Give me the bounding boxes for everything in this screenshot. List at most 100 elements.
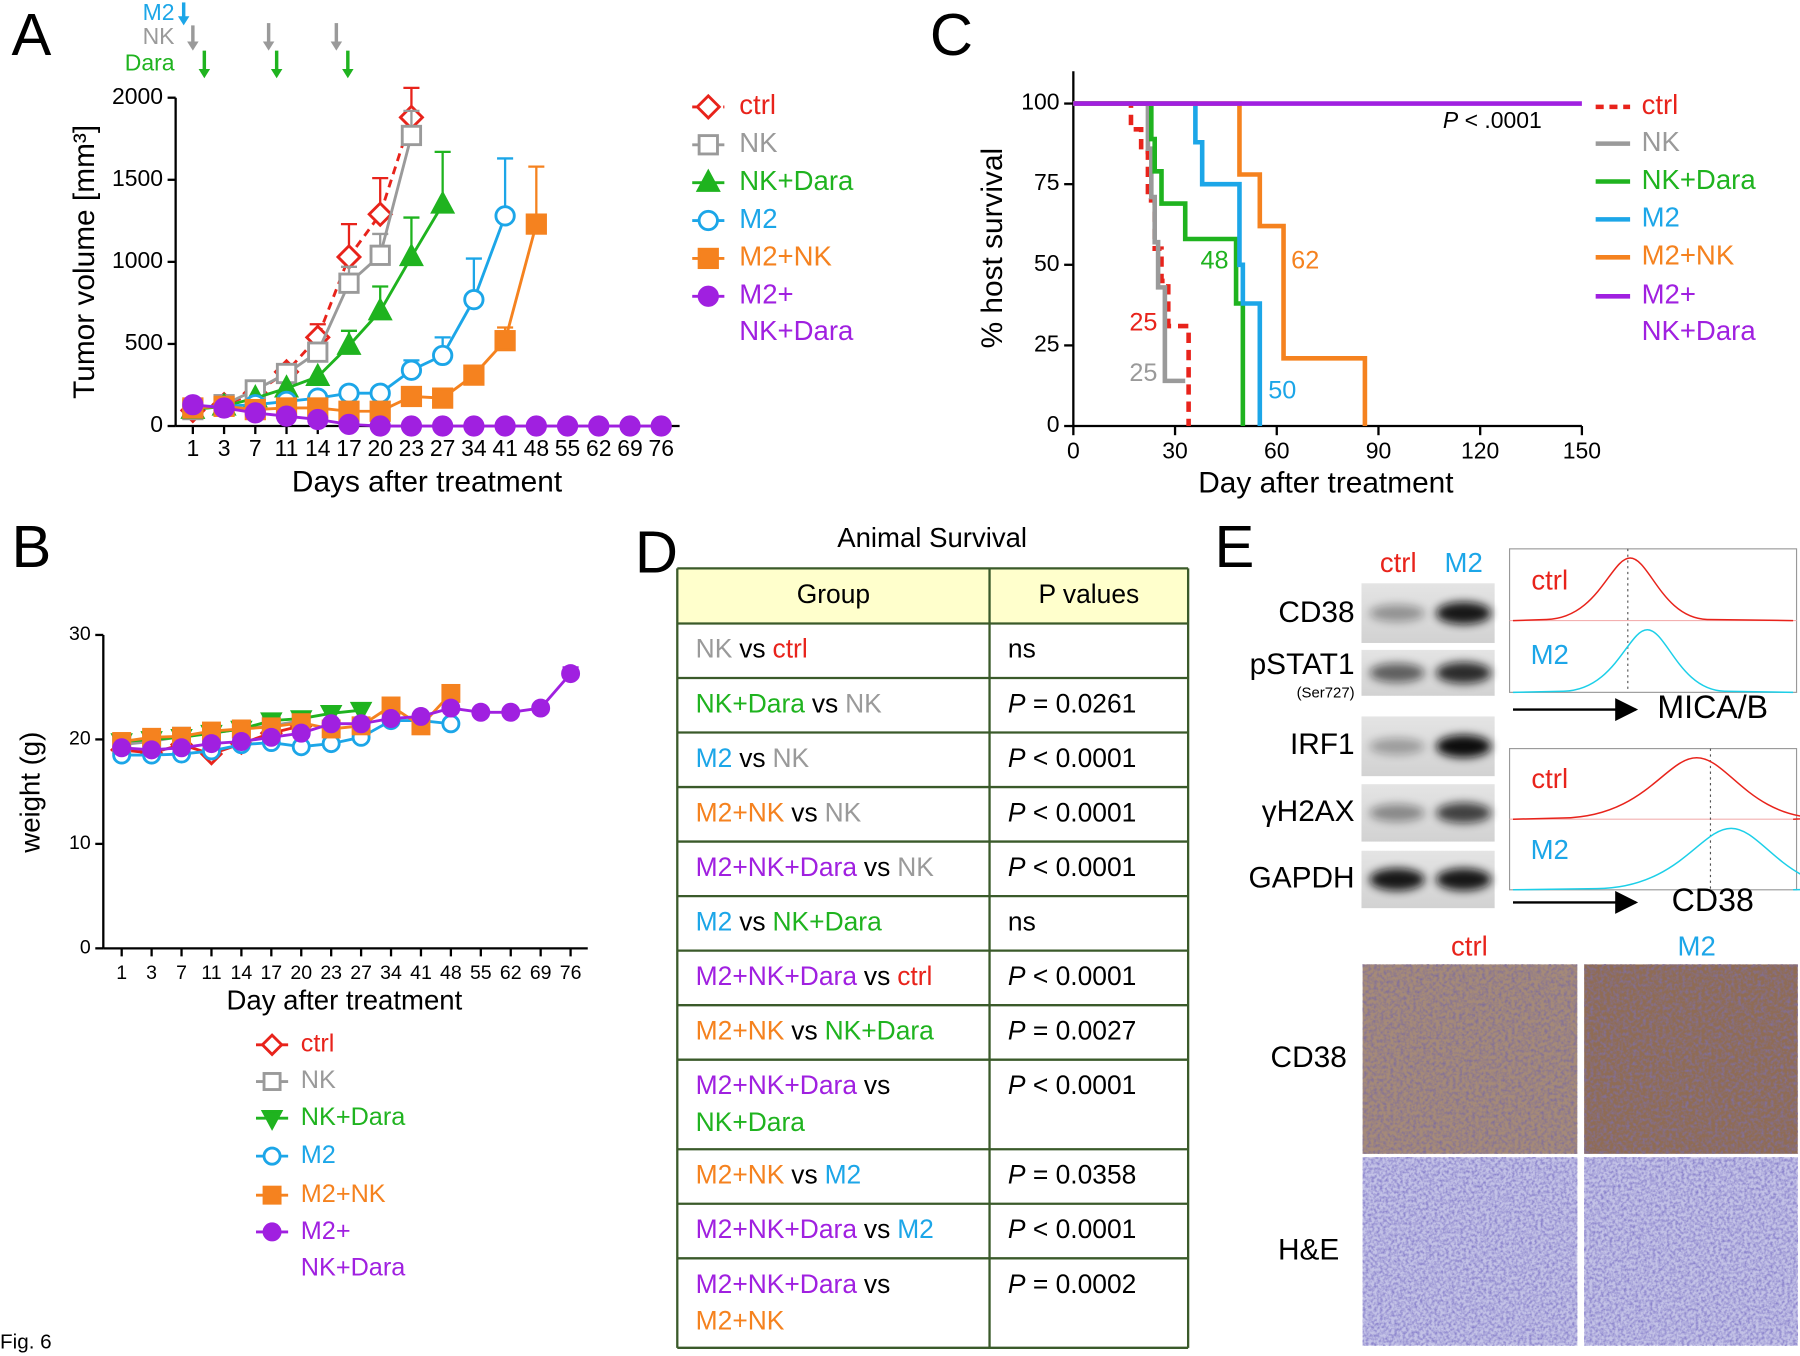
legend-label: M2	[1642, 202, 1680, 233]
y-axis-label: weight (g)	[14, 732, 45, 854]
group-cell: M2+NK vs NK+Dara	[696, 1015, 934, 1045]
italic-p: P	[1008, 743, 1026, 773]
treatment-arrow-head	[262, 41, 275, 51]
y-tick-label: 1000	[112, 247, 163, 273]
italic-p: P	[1008, 961, 1026, 991]
data-point	[588, 415, 610, 437]
blot-band	[1369, 738, 1425, 755]
y-tick-label: 0	[1047, 411, 1060, 437]
blot-band	[1436, 734, 1492, 758]
x-axis-label: Day after treatment	[226, 985, 462, 1016]
x-tick-label: 69	[617, 435, 643, 461]
flow-sample-label: ctrl	[1531, 564, 1568, 595]
legend-marker	[695, 168, 721, 192]
data-point	[400, 385, 423, 408]
data-point	[525, 415, 547, 437]
data-point	[321, 714, 341, 734]
italic-p: P	[1008, 1214, 1026, 1244]
data-point	[172, 738, 192, 758]
x-tick-label: 14	[231, 962, 253, 984]
legend-marker	[260, 1109, 284, 1131]
x-tick-label: 7	[249, 435, 262, 461]
panel-label: A	[11, 1, 51, 68]
data-point	[307, 341, 329, 363]
x-tick-label: 55	[470, 962, 492, 984]
p-cell: P < 0.0001	[1008, 852, 1136, 882]
group-token: M2+NK+Dara	[696, 1070, 858, 1100]
legend-label: ctrl	[739, 89, 776, 120]
p-rest: = 0.0002	[1026, 1269, 1137, 1299]
x-tick-label: 90	[1366, 437, 1392, 463]
blot-row-note: (Ser727)	[1297, 684, 1355, 701]
group-token: vs	[739, 634, 765, 664]
data-point	[201, 734, 221, 754]
ihc-texture	[1362, 1157, 1578, 1346]
ihc-column-label: ctrl	[1451, 931, 1488, 962]
x-tick-label: 62	[586, 435, 612, 461]
blot-band	[1436, 868, 1492, 891]
x-tick-label: 34	[461, 435, 487, 461]
data-point	[400, 124, 423, 147]
p-rest: < 0.0001	[1026, 797, 1137, 827]
x-tick-label: 41	[492, 435, 518, 461]
data-point	[213, 397, 235, 419]
data-point	[291, 723, 311, 743]
group-cell: M2 vs NK+Dara	[696, 906, 882, 936]
p-rest: = 0.0358	[1026, 1159, 1137, 1189]
series-line	[192, 223, 538, 413]
group-token: NK	[825, 797, 862, 827]
x-tick-label: 76	[560, 962, 582, 984]
name-part: M2+	[739, 279, 793, 310]
flow-sample-label: M2	[1531, 834, 1569, 865]
group-token: NK+Dara	[696, 1107, 806, 1137]
data-point	[398, 242, 424, 267]
treatment-label: Dara	[125, 49, 175, 75]
panel-label: B	[11, 513, 51, 580]
data-point	[275, 405, 298, 427]
legend-label: NK	[301, 1066, 336, 1094]
p-cell: ns	[1008, 634, 1036, 664]
data-point	[244, 402, 266, 424]
group-token: NK	[773, 743, 810, 773]
blot-band	[1436, 662, 1492, 684]
legend-label: NK+Dara	[739, 165, 854, 196]
group-token: vs	[791, 1015, 817, 1045]
group-token: vs	[739, 743, 765, 773]
group-token: NK	[897, 852, 934, 882]
p-cell: P = 0.0261	[1008, 688, 1136, 718]
group-token: M2+NK+Dara	[696, 961, 858, 991]
legend-marker	[262, 1185, 282, 1205]
flow-sample-label: ctrl	[1531, 763, 1568, 794]
group-cell: M2+NK vs NK	[696, 797, 862, 827]
x-tick-label: 62	[500, 962, 522, 984]
blot-column-label: M2	[1445, 547, 1483, 578]
x-tick-label: 14	[305, 435, 331, 461]
data-point	[112, 738, 132, 758]
legend-label: M2+NK	[739, 241, 832, 272]
data-point	[432, 344, 454, 367]
group-token: M2+NK	[696, 1306, 785, 1336]
legend-label: NK	[739, 127, 778, 158]
data-point	[561, 664, 581, 684]
p-cell: P < 0.0001	[1008, 797, 1136, 827]
p-cell: ns	[1008, 906, 1036, 936]
group-token: M2+NK+Dara	[696, 1214, 858, 1244]
group-token: M2+NK	[696, 797, 785, 827]
y-tick-label: 100	[1021, 89, 1059, 115]
data-point	[463, 289, 485, 311]
data-point	[430, 190, 456, 214]
data-point	[182, 394, 204, 416]
italic-p: P	[1008, 1159, 1026, 1189]
p-rest: < 0.0001	[1026, 852, 1137, 882]
flow-histogram	[1512, 827, 1800, 891]
treatment-arrow-head	[330, 41, 343, 51]
x-tick-label: 30	[1162, 437, 1188, 463]
blot-band	[1436, 601, 1492, 625]
group-token: ctrl	[773, 634, 808, 664]
group-token: M2+NK	[696, 1015, 785, 1045]
x-tick-label: 23	[399, 435, 425, 461]
x-axis-label: Days after treatment	[292, 465, 563, 498]
median-label: 50	[1268, 376, 1296, 404]
